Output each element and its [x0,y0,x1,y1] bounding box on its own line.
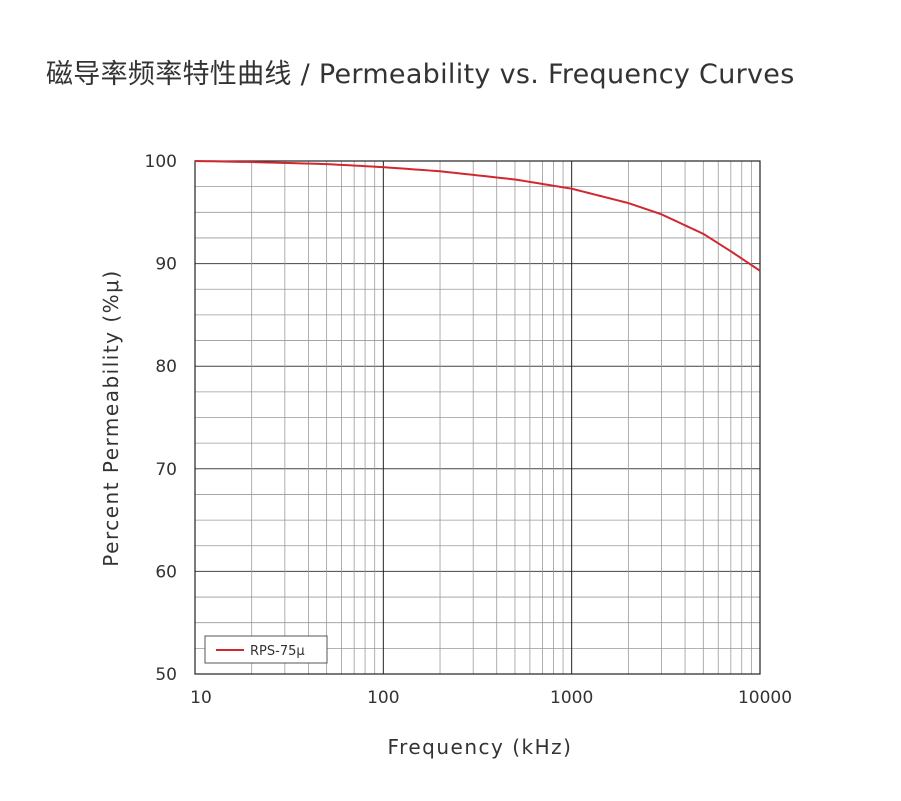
plot-frame [194,160,761,675]
y-tick-label: 90 [155,255,177,275]
x-tick-label: 10 [190,688,212,708]
y-tick-label: 100 [145,152,177,172]
series-lines [194,160,761,272]
legend-label: RPS-75μ [250,644,305,659]
y-tick-label: 50 [155,665,177,685]
x-tick-label: 100 [367,688,399,708]
y-tick-label: 60 [155,562,177,582]
chart-title: 磁导率频率特性曲线 / Permeability vs. Frequency C… [46,59,795,90]
y-tick-label: 70 [155,460,177,480]
x-tick-label: 1000 [550,688,593,708]
grid [194,160,760,675]
legend: RPS-75μ [204,635,328,664]
y-tick-labels: 100 90 80 70 60 50 [145,152,177,685]
y-axis-label: Percent Permeability (%μ) [99,269,123,566]
y-tick-label: 80 [155,357,177,377]
x-axis-label: Frequency (kHz) [388,735,573,759]
series-line [194,160,761,272]
x-tick-label: 10000 [738,688,792,708]
x-tick-labels: 10 100 1000 10000 [190,688,792,708]
